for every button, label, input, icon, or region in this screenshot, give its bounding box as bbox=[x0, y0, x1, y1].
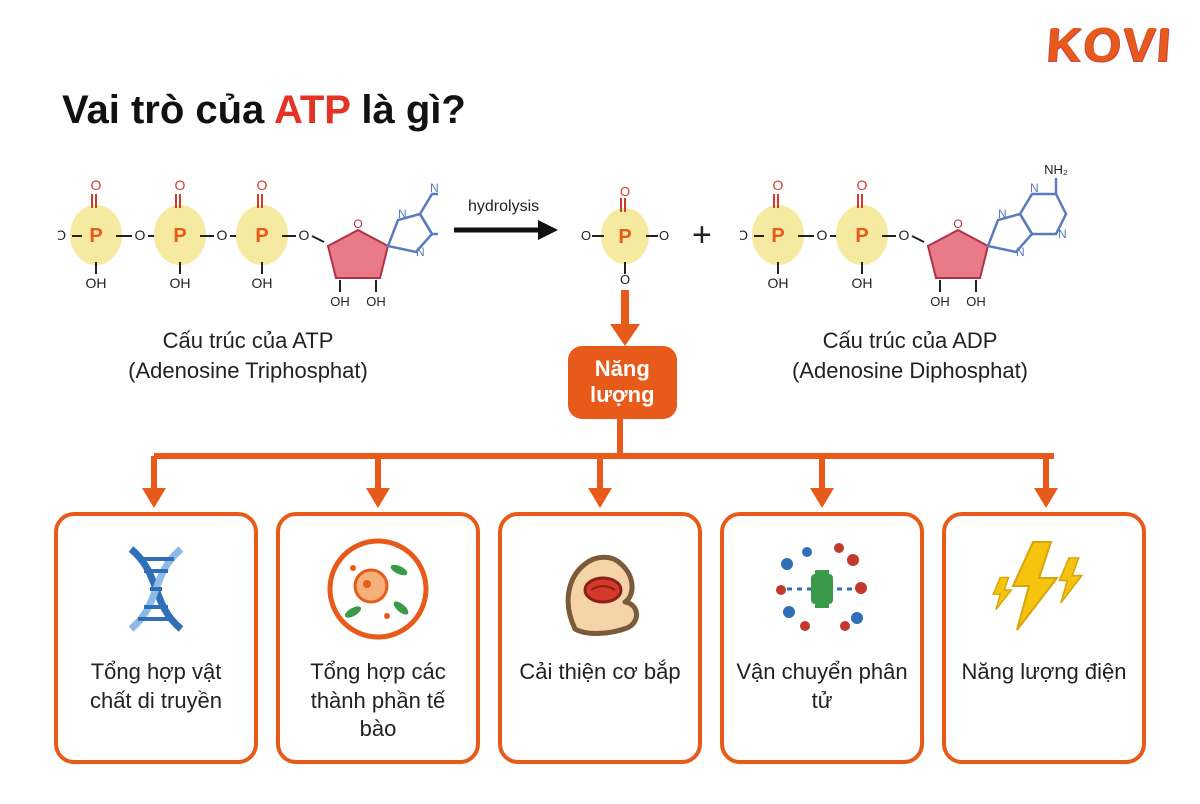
svg-text:OH: OH bbox=[852, 275, 873, 291]
card-bolt: Năng lượng điện bbox=[942, 512, 1146, 764]
svg-text:O: O bbox=[817, 227, 828, 243]
plus-sign: + bbox=[692, 216, 712, 255]
svg-text:O: O bbox=[953, 217, 962, 231]
adp-molecule: P O HO OH O P O OH O O OH OH bbox=[740, 160, 1080, 385]
svg-text:O: O bbox=[91, 177, 102, 193]
title-suffix: là gì? bbox=[350, 88, 466, 132]
card-dna: Tổng hợp vật chất di truyền bbox=[54, 512, 258, 764]
svg-text:O: O bbox=[217, 227, 228, 243]
svg-text:N: N bbox=[416, 245, 425, 259]
svg-text:N: N bbox=[998, 207, 1007, 221]
svg-text:O: O bbox=[257, 177, 268, 193]
svg-text:P: P bbox=[255, 225, 268, 247]
svg-text:OH: OH bbox=[170, 275, 191, 291]
svg-text:P: P bbox=[855, 225, 868, 247]
svg-text:OH: OH bbox=[768, 275, 789, 291]
svg-text:N: N bbox=[1030, 181, 1039, 195]
svg-text:O: O bbox=[773, 177, 784, 193]
svg-text:O: O bbox=[299, 227, 310, 243]
energy-badge: Năng lượng bbox=[568, 346, 677, 419]
hydrolysis-label: hydrolysis bbox=[468, 198, 539, 216]
card-label-0: Tổng hợp vật chất di truyền bbox=[68, 658, 244, 715]
atp-structure-svg: P O HO OH O P O OH O bbox=[58, 160, 438, 320]
atp-caption-l2: (Adenosine Triphosphat) bbox=[58, 356, 438, 386]
svg-text:OH: OH bbox=[966, 294, 986, 309]
cell-icon bbox=[323, 534, 433, 644]
card-muscle: Cải thiện cơ bắp bbox=[498, 512, 702, 764]
svg-text:P: P bbox=[618, 226, 631, 248]
svg-text:P: P bbox=[771, 225, 784, 247]
svg-text:OH: OH bbox=[930, 294, 950, 309]
energy-line1: Năng bbox=[590, 356, 655, 382]
transport-icon bbox=[767, 534, 877, 644]
energy-line2: lượng bbox=[590, 382, 655, 408]
energy-arrow-down bbox=[600, 288, 650, 348]
svg-text:P: P bbox=[89, 225, 102, 247]
svg-text:OH: OH bbox=[86, 275, 107, 291]
bolt-icon bbox=[989, 534, 1099, 644]
card-label-3: Vận chuyển phân tử bbox=[734, 658, 910, 715]
svg-text:P: P bbox=[173, 225, 186, 247]
atp-molecule: P O HO OH O P O OH O bbox=[58, 160, 438, 385]
adp-caption: Cấu trúc của ADP (Adenosine Diphosphat) bbox=[740, 326, 1080, 385]
adp-structure-svg: P O HO OH O P O OH O O OH OH bbox=[740, 160, 1080, 320]
svg-text:O: O bbox=[899, 227, 910, 243]
svg-text:O: O bbox=[581, 228, 591, 243]
title-accent: ATP bbox=[274, 88, 350, 132]
svg-text:O: O bbox=[857, 177, 868, 193]
svg-text:HO: HO bbox=[58, 227, 66, 243]
branch-connector bbox=[54, 410, 1146, 520]
adp-caption-l1: Cấu trúc của ADP bbox=[740, 326, 1080, 356]
svg-text:O: O bbox=[620, 184, 630, 199]
svg-text:HO: HO bbox=[740, 227, 748, 243]
dna-icon bbox=[101, 534, 211, 644]
svg-text:N: N bbox=[430, 181, 438, 195]
svg-text:O: O bbox=[353, 217, 362, 231]
title-prefix: Vai trò của bbox=[62, 88, 274, 132]
atp-caption-l1: Cấu trúc của ATP bbox=[58, 326, 438, 356]
card-label-2: Cải thiện cơ bắp bbox=[519, 658, 680, 687]
card-transport: Vận chuyển phân tử bbox=[720, 512, 924, 764]
free-phosphate: P O O O O bbox=[580, 184, 670, 284]
svg-text:NH₂: NH₂ bbox=[1044, 162, 1068, 177]
svg-text:O: O bbox=[659, 228, 669, 243]
svg-text:O: O bbox=[135, 227, 146, 243]
svg-text:N: N bbox=[1058, 227, 1067, 241]
card-row: Tổng hợp vật chất di truyền Tổng hợp các… bbox=[54, 512, 1146, 764]
adp-caption-l2: (Adenosine Diphosphat) bbox=[740, 356, 1080, 386]
svg-text:OH: OH bbox=[366, 294, 386, 309]
svg-text:O: O bbox=[175, 177, 186, 193]
svg-text:N: N bbox=[1016, 245, 1025, 259]
muscle-icon bbox=[545, 534, 655, 644]
page-title: Vai trò của ATP là gì? bbox=[62, 88, 466, 133]
svg-text:OH: OH bbox=[330, 294, 350, 309]
card-cell: Tổng hợp các thành phần tế bào bbox=[276, 512, 480, 764]
svg-text:O: O bbox=[620, 272, 630, 284]
hydrolysis-arrow bbox=[450, 216, 560, 244]
logo: KOVI bbox=[1045, 18, 1174, 73]
card-label-4: Năng lượng điện bbox=[962, 658, 1127, 687]
svg-text:OH: OH bbox=[252, 275, 273, 291]
card-label-1: Tổng hợp các thành phần tế bào bbox=[290, 658, 466, 744]
svg-text:N: N bbox=[398, 207, 407, 221]
atp-caption: Cấu trúc của ATP (Adenosine Triphosphat) bbox=[58, 326, 438, 385]
